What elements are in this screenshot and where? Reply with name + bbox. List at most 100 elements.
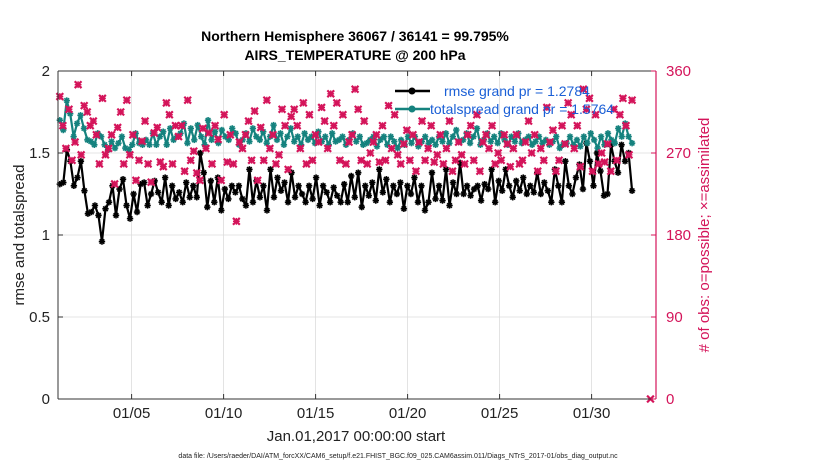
series-2	[55, 80, 637, 226]
obs-point	[618, 94, 628, 103]
series-0-point	[341, 180, 348, 188]
series-1-point	[287, 125, 295, 132]
obs-point	[290, 105, 299, 114]
obs-point	[466, 121, 475, 130]
series-0-point	[263, 207, 271, 214]
obs-point	[390, 110, 399, 119]
obs-point	[73, 80, 83, 89]
series-0-point	[172, 195, 179, 203]
series-1-point	[528, 141, 536, 148]
series-0-point	[197, 149, 204, 157]
series-1-point	[160, 128, 167, 135]
obs-point	[378, 121, 387, 130]
series-0-point	[158, 199, 165, 206]
series-0-point	[453, 190, 460, 198]
series-0-point	[126, 215, 134, 222]
series-0-point	[425, 199, 432, 206]
obs-point	[417, 116, 427, 126]
series-0-point	[520, 174, 527, 181]
series-0-point	[365, 192, 372, 199]
series-0-point	[228, 182, 236, 189]
obs-point	[302, 159, 311, 169]
obs-point	[58, 121, 68, 130]
series-0-point	[481, 180, 488, 188]
obs-point	[341, 159, 351, 169]
series-1-point	[270, 121, 277, 129]
series-1-point	[449, 133, 457, 140]
series-0-point	[319, 182, 327, 189]
series-0-point	[147, 190, 155, 198]
x-tick-label: 01/30	[573, 405, 611, 422]
obs-point	[563, 98, 573, 108]
series-1-point	[87, 138, 95, 145]
x-tick-label: 01/15	[297, 405, 335, 422]
legend-rmse-label: rmse grand pr = 1.2784	[444, 83, 590, 99]
obs-point	[585, 94, 594, 103]
series-0-point	[221, 185, 229, 193]
obs-point	[375, 157, 384, 167]
series-0-point	[530, 189, 537, 196]
obs-point	[283, 165, 293, 174]
series-0-point	[176, 189, 183, 196]
obs-point	[143, 159, 153, 169]
series-1-point	[187, 125, 195, 132]
series-0-point	[516, 187, 523, 194]
series-1-point	[597, 133, 605, 140]
obs-point	[137, 136, 147, 146]
obs-point	[229, 159, 238, 169]
obs-point	[445, 116, 454, 126]
obs-point	[624, 150, 634, 160]
obs-point	[433, 150, 442, 160]
obs-point	[165, 110, 174, 119]
obs-point	[414, 137, 424, 147]
obs-point	[539, 156, 548, 165]
series-1-point	[204, 117, 212, 124]
obs-point	[186, 156, 195, 165]
obs-point	[347, 130, 357, 139]
series-0-point	[102, 205, 109, 212]
series-1-point	[256, 136, 263, 144]
series-1-point	[577, 143, 584, 150]
obs-point	[484, 144, 494, 153]
obs-point	[454, 137, 463, 147]
obs-point	[320, 116, 329, 126]
obs-point	[265, 144, 275, 153]
series-0-point	[355, 169, 362, 176]
series-0-point	[211, 199, 218, 206]
series-0-point	[407, 190, 415, 198]
legend-spread-marker	[408, 105, 416, 113]
obs-point	[210, 121, 220, 130]
footer-data-file: data file: /Users/raeder/DAI/ATM_forcXX/…	[178, 453, 618, 460]
series-0-point	[614, 169, 622, 176]
series-1-point	[184, 139, 191, 147]
series-1-point	[580, 133, 588, 140]
series-0-point	[154, 189, 162, 196]
obs-point	[567, 110, 576, 119]
obs-point	[606, 167, 615, 176]
series-layer	[55, 80, 655, 404]
obs-point	[259, 156, 268, 165]
series-0-point	[498, 187, 506, 194]
series-0-point	[523, 190, 530, 198]
obs-point	[609, 105, 618, 114]
obs-point	[423, 144, 433, 153]
series-1-point	[322, 133, 329, 140]
obs-point	[64, 105, 74, 114]
series-1-point	[218, 126, 226, 134]
series-0-point	[291, 194, 299, 201]
series-0-point	[267, 166, 274, 173]
obs-point	[448, 167, 457, 176]
series-0-point	[404, 182, 411, 189]
obs-point	[387, 144, 396, 153]
series-0-point	[569, 190, 576, 198]
obs-point	[338, 110, 348, 119]
obs-point	[55, 92, 65, 101]
obs-point	[61, 144, 71, 153]
series-1-point	[432, 141, 439, 148]
obs-point	[238, 144, 247, 153]
obs-point	[92, 130, 101, 139]
obs-point	[353, 105, 363, 114]
series-1-point	[453, 126, 460, 134]
obs-point	[299, 98, 308, 108]
obs-point	[573, 121, 582, 130]
